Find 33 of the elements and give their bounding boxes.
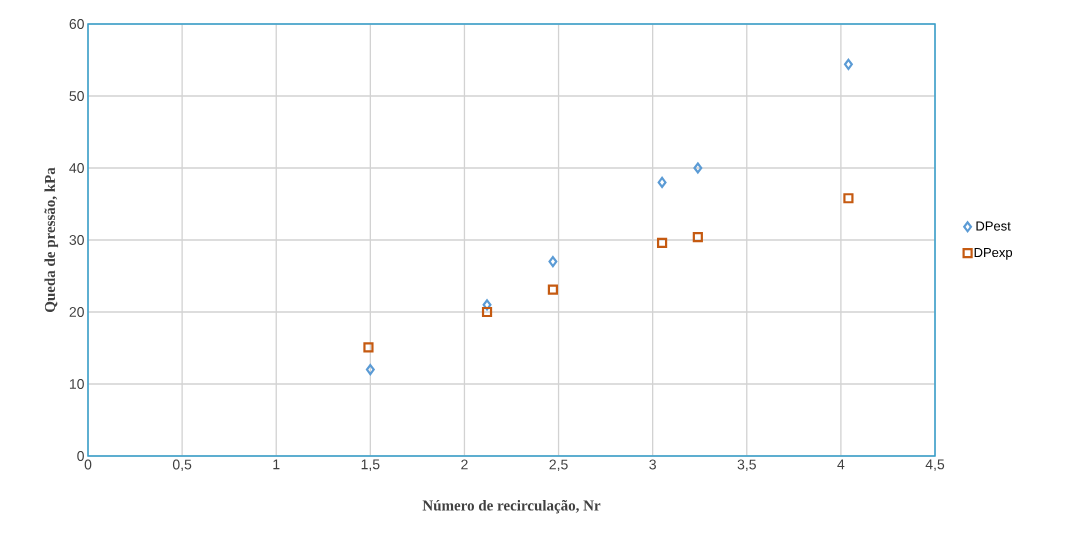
point	[547, 284, 559, 295]
y-tick-label: 50	[69, 91, 84, 101]
point	[482, 299, 492, 311]
y-tick-label: 30	[69, 235, 84, 245]
y-tick-label: 60	[69, 19, 84, 29]
x-tick-label: 0	[84, 459, 92, 470]
x-tick-label: 1,5	[361, 459, 380, 471]
point	[656, 237, 668, 248]
point	[693, 162, 703, 174]
x-tick-label: 3,5	[737, 459, 756, 472]
x-tick-label: 2	[461, 459, 468, 470]
point	[548, 256, 558, 268]
y-tick-label: 40	[69, 163, 84, 173]
y-axis-title: Queda de pressão, kPa	[44, 167, 59, 313]
x-tick-label: 3	[649, 459, 656, 470]
x-axis-title: Número de recirculação, Nr	[422, 499, 601, 514]
y-tick-label: 20	[69, 307, 84, 317]
point	[843, 193, 854, 204]
legend-label: DPexp	[974, 248, 1013, 260]
point	[365, 364, 375, 376]
point	[843, 58, 853, 70]
x-tick-label: 2,5	[549, 459, 568, 472]
y-tick-label: 0	[77, 451, 84, 461]
x-tick-label: 4	[837, 459, 845, 470]
x-tick-label: 4,5	[925, 459, 945, 471]
point	[657, 176, 667, 188]
x-tick-label: 0,5	[172, 459, 192, 472]
point	[363, 342, 374, 353]
point	[692, 232, 703, 243]
point	[481, 306, 493, 318]
y-tick-label: 10	[69, 379, 84, 389]
x-tick-label: 1	[273, 459, 280, 470]
legend-label: DPest	[976, 221, 1011, 231]
